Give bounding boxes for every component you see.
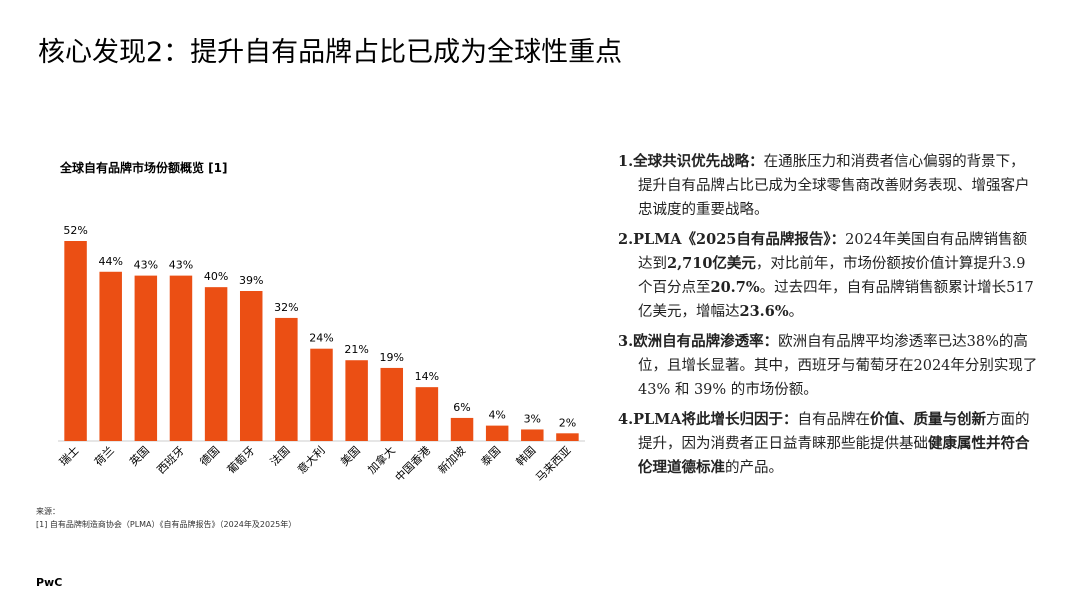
bar bbox=[134, 275, 158, 441]
chart: 全球自有品牌市场份额概览 [1] 52% 瑞士 44% 荷兰 43% 英国 43% 西班牙 40… bbox=[56, 160, 585, 484]
x-tick-label: 英国 bbox=[126, 443, 151, 468]
bold-text: 20.7% bbox=[710, 279, 760, 296]
x-tick-label: 荷兰 bbox=[92, 444, 117, 469]
bold-text: 2,710亿美元 bbox=[667, 255, 756, 272]
value-label: 39% bbox=[239, 274, 263, 287]
bar bbox=[239, 291, 263, 441]
value-label: 3% bbox=[524, 412, 541, 425]
bar bbox=[485, 425, 509, 441]
text: 。过去四年，自有品牌销售额累计增长517亿美元，增幅达 bbox=[638, 280, 1034, 320]
bar bbox=[275, 317, 298, 441]
x-tick-label: 马来西亚 bbox=[533, 444, 573, 484]
value-label: 4% bbox=[488, 409, 505, 422]
slide-title: 核心发现2：提升自有品牌占比已成为全球性重点 bbox=[38, 37, 623, 68]
bullet-list: 1.全球共识优先战略：在通胀压力和消费者信心偏弱的背景下，提升自有品牌占比已成为… bbox=[618, 150, 1038, 486]
x-tick-label: 法国 bbox=[267, 443, 292, 468]
value-label: 14% bbox=[415, 370, 439, 383]
bar bbox=[169, 275, 193, 441]
text: ，对比前年，市场份额按价值计算提升3.9个百分点至 bbox=[638, 256, 1026, 296]
x-tick-label: 中国香港 bbox=[393, 444, 433, 484]
bar bbox=[345, 360, 368, 441]
x-tick-label: 葡萄牙 bbox=[225, 444, 258, 477]
value-label: 21% bbox=[344, 343, 368, 356]
x-tick-label: 泰国 bbox=[478, 443, 503, 468]
chart-title: 全球自有品牌市场份额概览 [1] bbox=[59, 160, 228, 175]
bar bbox=[556, 433, 579, 441]
bold-text: 1.全球共识优先战略： bbox=[618, 153, 764, 170]
x-tick-label: 加拿大 bbox=[365, 443, 398, 476]
x-tick-label: 美国 bbox=[338, 444, 363, 469]
x-tick-label: 韩国 bbox=[513, 443, 538, 468]
text: 2024年美国自有品牌销售额达到 bbox=[638, 232, 1028, 272]
x-tick-label: 瑞士 bbox=[56, 443, 81, 468]
bar bbox=[521, 429, 544, 441]
bold-text: 健康属性并符合伦理道德标准 bbox=[638, 435, 1030, 476]
text: 。 bbox=[788, 304, 804, 320]
value-label: 24% bbox=[309, 332, 333, 345]
x-tick-label: 意大利 bbox=[294, 443, 327, 476]
value-label: 43% bbox=[134, 259, 158, 272]
text: 欧洲自有品牌平均渗透率已达38%的高位，且增长显著。其中，西班牙与葡萄牙在202… bbox=[638, 334, 1038, 398]
value-label: 52% bbox=[63, 224, 87, 237]
bar bbox=[380, 367, 404, 441]
value-label: 6% bbox=[453, 401, 470, 414]
text: 的产品。 bbox=[725, 460, 783, 476]
value-label: 32% bbox=[274, 301, 298, 314]
bold-text: 23.6% bbox=[739, 303, 789, 320]
bar bbox=[204, 287, 228, 441]
value-label: 19% bbox=[380, 351, 404, 364]
bar bbox=[310, 348, 333, 441]
bar bbox=[415, 387, 439, 441]
bold-text: 4.PLMA将此增长归因于： bbox=[618, 411, 798, 428]
source: 来源： [1] 自有品牌制造商协会（PLMA）《自有品牌报告》（2024年及20… bbox=[36, 505, 296, 531]
bold-text: 3.欧洲自有品牌渗透率： bbox=[618, 333, 779, 350]
x-tick-label: 新加坡 bbox=[435, 443, 468, 476]
value-label: 44% bbox=[98, 255, 122, 268]
bar bbox=[450, 417, 474, 441]
footer-logo: PwC bbox=[36, 576, 63, 589]
bullet: 3.欧洲自有品牌渗透率：欧洲自有品牌平均渗透率已达38%的高位，且增长显著。其中… bbox=[618, 330, 1038, 402]
bar bbox=[64, 241, 87, 441]
source-note: [1] 自有品牌制造商协会（PLMA）《自有品牌报告》（2024年及2025年） bbox=[36, 520, 297, 529]
x-tick-label: 西班牙 bbox=[155, 444, 188, 477]
bullet: 1.全球共识优先战略：在通胀压力和消费者信心偏弱的背景下，提升自有品牌占比已成为… bbox=[618, 150, 1038, 222]
bold-text: 价值、质量与创新 bbox=[870, 411, 987, 428]
bullet: 4.PLMA将此增长归因于：自有品牌在价值、质量与创新方面的提升，因为消费者正日… bbox=[618, 408, 1038, 480]
value-label: 2% bbox=[559, 416, 576, 429]
bar bbox=[99, 271, 122, 441]
bullet: 2.PLMA《2025自有品牌报告》：2024年美国自有品牌销售额达到2,710… bbox=[618, 228, 1038, 324]
source-heading: 来源： bbox=[36, 507, 60, 516]
text: 在通胀压力和消费者信心偏弱的背景下，提升自有品牌占比已成为全球零售商改善财务表现… bbox=[638, 154, 1030, 218]
text: 方面的提升，因为消费者正日益青睐那些能提供基础 bbox=[638, 412, 1030, 452]
value-label: 40% bbox=[204, 270, 228, 283]
bold-text: 2.PLMA《2025自有品牌报告》： bbox=[618, 231, 846, 248]
x-tick-label: 德国 bbox=[197, 443, 222, 468]
value-label: 43% bbox=[169, 259, 193, 272]
text: 自有品牌在 bbox=[797, 412, 871, 428]
